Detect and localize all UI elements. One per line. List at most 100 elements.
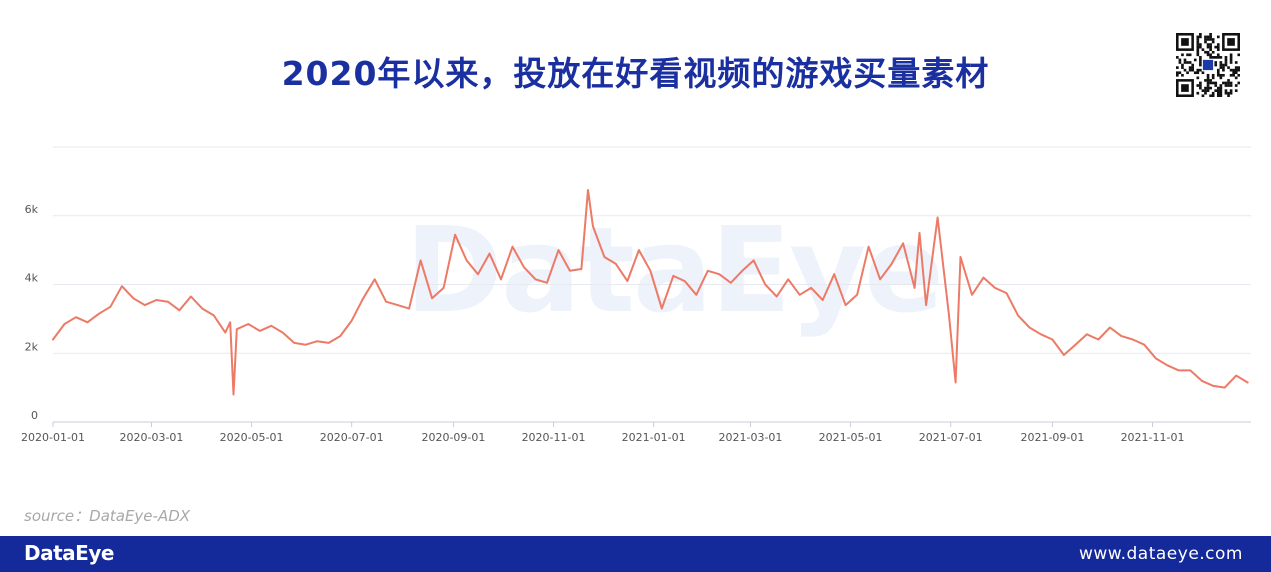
data-point xyxy=(776,295,778,298)
data-point xyxy=(316,340,318,342)
data-point xyxy=(891,263,893,265)
x-tick-label: 2021-05-01 xyxy=(819,431,883,444)
data-point xyxy=(1235,375,1237,377)
data-point xyxy=(718,273,720,275)
data-point xyxy=(1005,292,1008,294)
y-tick-label: 0 xyxy=(31,409,38,422)
data-point xyxy=(1178,369,1180,371)
footer-brand-logo: DataEye xyxy=(24,541,114,565)
line-chart: 0 2k 4k 6k 2020-01-01 2020-03-01 2020-05-01 20… xyxy=(0,125,1271,455)
data-point xyxy=(661,308,663,310)
y-axis: 0 2k 4k 6k xyxy=(25,203,39,422)
data-point xyxy=(282,332,284,334)
data-point xyxy=(305,344,307,346)
data-point xyxy=(362,297,364,299)
data-point xyxy=(546,282,548,284)
data-point xyxy=(580,268,583,270)
data-point xyxy=(959,256,962,258)
data-point xyxy=(144,304,146,306)
data-point xyxy=(374,278,376,280)
series-line xyxy=(52,189,1249,396)
data-point xyxy=(1143,344,1145,346)
data-point xyxy=(213,314,215,316)
data-point xyxy=(86,321,89,323)
data-point xyxy=(178,309,180,311)
data-point xyxy=(587,189,589,191)
x-tick-label: 2021-09-01 xyxy=(1020,431,1084,444)
data-point xyxy=(799,294,801,296)
data-point xyxy=(1201,380,1203,382)
x-tick-label: 2020-11-01 xyxy=(522,431,586,444)
data-point xyxy=(1120,335,1122,337)
data-point xyxy=(845,304,847,306)
y-tick-label: 2k xyxy=(25,340,39,353)
data-point xyxy=(948,314,950,316)
data-point xyxy=(672,275,674,277)
data-point xyxy=(615,263,617,265)
x-tick-label: 2021-11-01 xyxy=(1121,431,1185,444)
series-layer xyxy=(52,189,1249,396)
data-point xyxy=(695,294,697,296)
data-point xyxy=(109,306,111,308)
data-point xyxy=(1051,338,1053,341)
data-point xyxy=(259,330,261,332)
data-point xyxy=(1017,314,1019,316)
data-point xyxy=(1109,326,1111,329)
data-point xyxy=(132,297,134,299)
data-point xyxy=(328,342,330,344)
data-point xyxy=(868,246,870,248)
data-point xyxy=(856,294,858,296)
x-tick-label: 2020-01-01 xyxy=(21,431,85,444)
data-point xyxy=(431,297,433,299)
data-point xyxy=(420,259,422,261)
data-point xyxy=(810,287,812,289)
data-point xyxy=(918,232,921,234)
data-point xyxy=(592,225,594,227)
data-point xyxy=(488,253,491,255)
data-point xyxy=(971,294,973,296)
data-point xyxy=(741,270,743,272)
data-point xyxy=(833,273,835,275)
x-tick-label: 2020-07-01 xyxy=(320,431,384,444)
data-point xyxy=(994,287,996,289)
data-point xyxy=(63,323,66,325)
data-point xyxy=(351,320,353,322)
data-point xyxy=(707,270,709,272)
grid-lines xyxy=(53,146,1251,354)
data-point xyxy=(167,301,169,303)
data-point xyxy=(1086,333,1088,335)
data-point xyxy=(98,313,100,315)
data-point xyxy=(1155,357,1157,359)
data-point xyxy=(937,216,939,219)
data-point xyxy=(684,280,686,282)
data-point xyxy=(753,259,755,261)
x-tick-label: 2020-03-01 xyxy=(119,431,183,444)
x-tick-label: 2021-01-01 xyxy=(622,431,686,444)
qr-code xyxy=(1176,33,1241,98)
data-point xyxy=(454,234,456,236)
x-tick-label: 2021-07-01 xyxy=(919,431,983,444)
data-point xyxy=(1224,387,1226,389)
data-point xyxy=(75,316,77,318)
data-point xyxy=(764,283,766,286)
data-point xyxy=(879,278,881,280)
data-point xyxy=(1028,326,1031,329)
data-point xyxy=(649,270,652,272)
data-point xyxy=(385,301,387,303)
data-point xyxy=(408,308,410,310)
footer-bar: DataEye www.dataeye.com xyxy=(0,536,1271,572)
data-point xyxy=(1063,354,1065,356)
footer-url[interactable]: www.dataeye.com xyxy=(1078,544,1243,564)
data-point xyxy=(247,323,249,325)
data-point xyxy=(1040,333,1042,335)
qr-code-graphic xyxy=(1176,33,1241,98)
data-point xyxy=(224,332,226,334)
data-point xyxy=(477,273,479,275)
data-point xyxy=(822,299,824,301)
data-point xyxy=(500,278,502,280)
data-point xyxy=(466,259,468,261)
data-point xyxy=(339,335,341,337)
y-tick-label: 6k xyxy=(25,203,39,216)
data-point xyxy=(626,280,629,282)
source-note: source：DataEye-ADX xyxy=(24,507,191,525)
